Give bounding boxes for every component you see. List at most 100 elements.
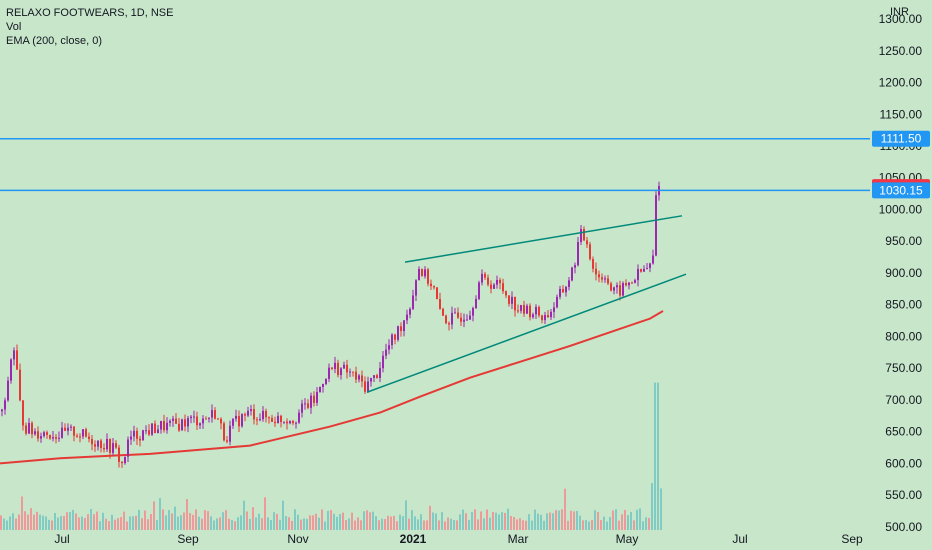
volume-bar: [504, 512, 506, 530]
candle-body: [457, 312, 459, 318]
volume-bar: [636, 509, 638, 530]
candle-body: [616, 285, 618, 288]
volume-bar: [546, 513, 548, 530]
candle-body: [7, 380, 9, 401]
volume-bar: [651, 483, 653, 530]
candle-body: [439, 298, 441, 309]
candle-body: [241, 414, 243, 427]
candle-body: [595, 268, 597, 275]
volume-bar: [57, 517, 59, 530]
candle-body: [520, 304, 522, 311]
candle-body: [58, 437, 60, 439]
volume-bar: [420, 514, 422, 530]
volume-bar: [228, 518, 230, 530]
volume-bar: [639, 508, 641, 530]
candle-body: [478, 282, 480, 299]
volume-bar: [552, 513, 554, 530]
candle-body: [325, 378, 327, 384]
ema-indicator-label[interactable]: EMA (200, close, 0): [6, 35, 102, 47]
volume-bar: [129, 516, 131, 530]
candle-body: [550, 311, 552, 318]
volume-indicator-label[interactable]: Vol: [6, 21, 22, 33]
candles: [1, 181, 660, 468]
candle-body: [463, 319, 465, 322]
volume-bar: [282, 500, 284, 530]
price-axis[interactable]: 500.00 550.00 600.00 650.00 700.00 750.00 800.…: [870, 0, 932, 550]
volume-bar: [399, 514, 401, 530]
volume-bar: [615, 509, 617, 530]
candle-body: [538, 306, 540, 316]
candle-body: [436, 287, 438, 299]
candle-body: [259, 419, 261, 421]
candle-body: [631, 282, 633, 284]
candle-body: [346, 364, 348, 373]
volume-bar: [579, 515, 581, 530]
candle-body: [334, 362, 336, 369]
candle-body: [355, 371, 357, 380]
candle-body: [385, 349, 387, 356]
volume-bar: [369, 512, 371, 530]
plot-area[interactable]: [0, 0, 870, 530]
time-axis[interactable]: Jul Sep Nov 2021 Mar May Jul Sep: [54, 532, 863, 546]
drawings[interactable]: [0, 137, 870, 393]
candle-body: [118, 447, 120, 462]
volume-bar: [75, 513, 77, 530]
candle-body: [349, 371, 351, 373]
volume-bar: [222, 512, 224, 530]
candle-body: [271, 417, 273, 422]
volume-bar: [501, 512, 503, 530]
candle-body: [310, 395, 312, 408]
volume-bar: [597, 511, 599, 530]
volume-bar: [573, 511, 575, 530]
volume-bar: [96, 511, 98, 530]
candle-body: [307, 403, 309, 408]
candle-body: [490, 284, 492, 289]
volume-bar: [648, 517, 650, 530]
price-tick-label: 800.00: [885, 329, 922, 343]
volume-bar: [486, 509, 488, 530]
volume-bar: [576, 510, 578, 530]
candle-body: [52, 437, 54, 439]
candle-body: [400, 326, 402, 332]
candle-body: [454, 312, 456, 314]
volume-bar: [618, 520, 620, 530]
candle-body: [589, 244, 591, 260]
volume-bar: [201, 518, 203, 530]
symbol-title[interactable]: RELAXO FOOTWEARS, 1D, NSE: [6, 7, 174, 19]
volume-bar: [147, 519, 149, 530]
candle-body: [88, 436, 90, 440]
trendline: [404, 215, 683, 263]
candle-body: [421, 268, 423, 277]
candle-body: [208, 417, 210, 419]
volume-bar: [183, 512, 185, 530]
candle-body: [622, 283, 624, 296]
candle-body: [181, 419, 183, 431]
candle-body: [403, 320, 405, 332]
volume-bar: [345, 520, 347, 530]
candle-body: [418, 268, 420, 281]
price-tags: 1111.501035.251030.15: [872, 130, 930, 199]
candle-body: [352, 371, 354, 373]
time-tick-label: Jul: [732, 532, 747, 546]
volume-bar: [267, 517, 269, 530]
volume-bar: [99, 521, 101, 530]
hline-price-tag-bg: [872, 182, 930, 199]
candle-body: [472, 308, 474, 316]
candle-body: [82, 429, 84, 437]
volume-bar: [210, 516, 212, 530]
volume-bar: [105, 518, 107, 530]
time-tick-label: 2021: [400, 532, 427, 546]
candle-body: [217, 418, 219, 420]
volume-bar: [87, 514, 89, 530]
candle-body: [553, 307, 555, 312]
volume-bar: [432, 512, 434, 530]
candle-body: [580, 229, 582, 243]
volume-bar: [609, 517, 611, 530]
candle-body: [232, 418, 234, 426]
volume-bar: [444, 521, 446, 530]
volume-bar: [330, 510, 332, 530]
volume-bar: [138, 509, 140, 530]
volume-bar: [561, 509, 563, 530]
